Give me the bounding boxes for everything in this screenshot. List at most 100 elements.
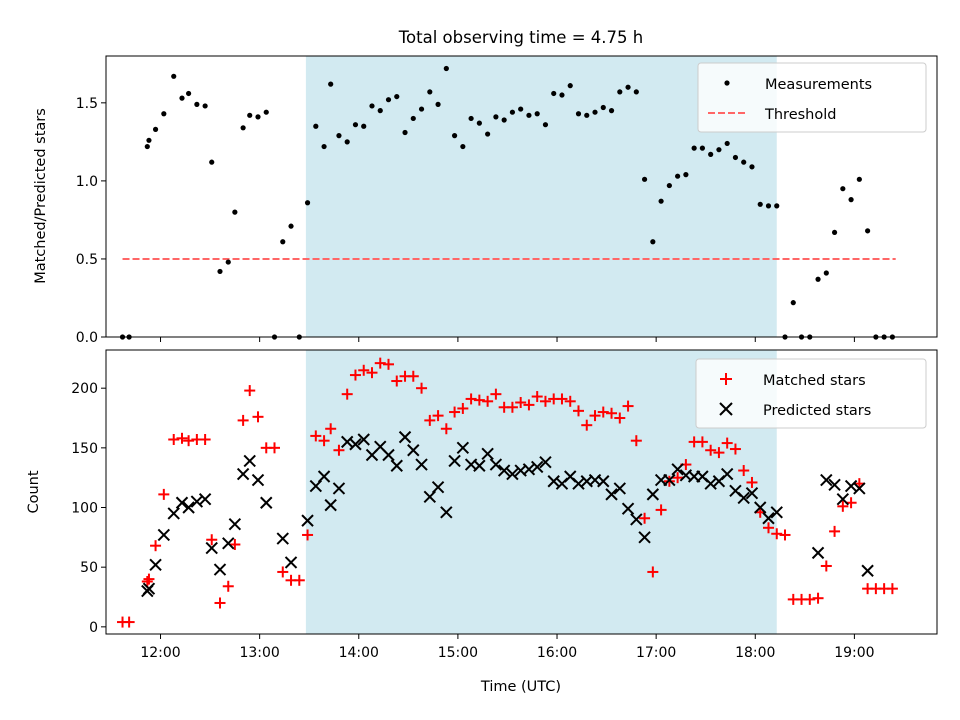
measurement-point [567,83,573,89]
matched-star-point [341,388,353,400]
matched-star-point [293,574,305,586]
bottom-y-axis-label: Count [26,470,42,513]
predicted-star-point [198,492,212,506]
matched-star-point [779,529,791,541]
bottom-axes-frame [105,349,938,635]
predicted-star-point [251,473,265,487]
legend-measurements-label: Measurements [765,77,872,93]
matched-star-point [252,411,264,423]
matched-star-point [237,414,249,426]
predicted-star-point [605,488,618,501]
matched-star-point [465,393,477,405]
measurement-point [144,143,150,150]
predicted-star-point [762,512,775,525]
predicted-star-point [770,506,783,519]
measurement-point [584,112,590,118]
matched-star-point [141,575,153,587]
measurements-series [119,65,895,340]
y-tick-label: 150 [71,441,98,457]
matched-star-point [721,437,733,449]
x-tick-label: 17:00 [636,645,676,661]
measurement-point [410,115,416,122]
matched-star-point [244,385,256,397]
measurement-point [815,276,821,282]
measurement-point [255,114,261,120]
measurement-point [427,89,433,95]
predicted-star-point [828,478,841,492]
measurement-point [625,84,631,90]
measurement-point [675,173,681,179]
x-tick-label: 19:00 [834,645,874,661]
predicted-star-point [260,496,273,509]
predicted-star-point [663,473,676,487]
predicted-star-point [844,479,858,493]
predicted-star-point [340,435,354,449]
predicted-star-point [704,477,717,490]
measurement-point [633,89,639,95]
predicted-star-point [167,507,180,520]
measurement-point [217,268,223,275]
measurement-point [526,112,532,118]
predicted-star-point [157,528,171,542]
measurement-point [247,112,253,118]
measurement-point [831,229,838,236]
matched-star-point [349,369,361,381]
predicted-star-point [530,460,544,474]
matched-star-point [222,580,234,592]
bottom-x-axis: 12:00 13:00 14:00 15:00 16:00 17:00 18:00 19:00 [140,634,875,661]
measurement-point [641,176,648,182]
predicted-star-point [205,541,218,555]
matched-star-point [886,583,898,595]
predicted-star-point [754,501,767,514]
measurement-point [186,90,192,97]
measurement-point [485,131,491,137]
measurement-point [263,109,269,115]
matched-star-point [176,432,188,444]
predicted-stars-series [141,430,874,598]
matched-star-point [606,407,618,419]
matched-star-point [622,400,634,412]
predicted-star-point [539,455,552,469]
matched-star-point [556,393,568,405]
predicted-star-point [820,473,833,487]
legend-predicted-label: Predicted stars [763,403,871,419]
predicted-star-point [597,475,610,488]
measurement-point [152,126,159,132]
matched-star-point [539,395,551,407]
matched-star-point [123,616,135,628]
predicted-star-point [448,454,461,468]
matched-star-point [639,512,651,524]
predicted-star-point [638,531,651,544]
matched-star-point [506,401,518,413]
matched-star-point [440,423,452,435]
measurement-point [617,89,623,95]
measurement-point [202,103,208,109]
predicted-star-point [745,486,759,500]
matched-star-point [705,444,717,456]
chart-title: Total observing time = 4.75 h [398,28,643,47]
predicted-star-point [398,430,412,444]
matched-star-point [325,423,337,435]
measurement-point [288,223,294,229]
matched-star-point [746,476,758,488]
predicted-star-point [332,482,346,495]
predicted-star-point [243,454,256,468]
matched-star-point [229,539,241,551]
matched-star-point [655,504,667,516]
matched-star-point [515,397,527,409]
matched-star-point [647,566,659,578]
matched-star-point [523,399,535,411]
matched-star-point [490,388,502,400]
measurement-point [344,139,350,145]
measurement-point [460,143,466,150]
y-tick-label: 0.5 [76,252,98,268]
matched-star-point [473,394,485,406]
matched-star-point [416,382,428,394]
matched-star-point [199,433,211,445]
measurement-point [823,270,829,276]
matched-star-point [771,528,783,540]
measurement-point [856,176,862,182]
matched-star-point [318,435,330,447]
measurement-point [790,300,796,306]
predicted-star-point [431,481,445,494]
